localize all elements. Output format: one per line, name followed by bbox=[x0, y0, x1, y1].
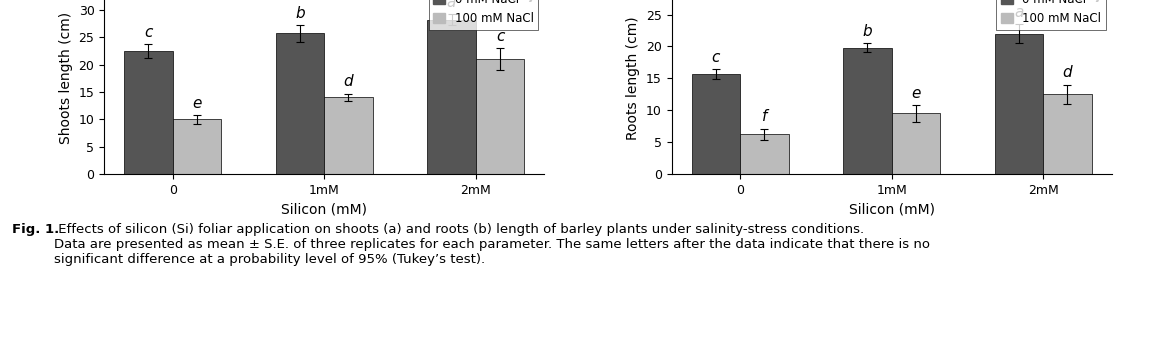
Text: f: f bbox=[762, 110, 767, 125]
Bar bbox=[427, 20, 476, 174]
Bar bbox=[324, 97, 373, 174]
Bar bbox=[740, 134, 789, 174]
Bar bbox=[1043, 94, 1092, 174]
Text: Fig. 1.: Fig. 1. bbox=[12, 223, 59, 236]
Bar bbox=[995, 34, 1043, 174]
Y-axis label: Roots length (cm): Roots length (cm) bbox=[626, 16, 640, 140]
Bar bbox=[691, 74, 740, 174]
Bar bbox=[843, 48, 892, 174]
Text: (a): (a) bbox=[510, 0, 535, 5]
Bar bbox=[173, 119, 221, 174]
Legend: 0 mM NaCl, 100 mM NaCl: 0 mM NaCl, 100 mM NaCl bbox=[996, 0, 1106, 30]
Text: d: d bbox=[344, 74, 353, 89]
X-axis label: Silicon (mM): Silicon (mM) bbox=[849, 202, 935, 216]
Text: a: a bbox=[1014, 5, 1024, 20]
Text: c: c bbox=[496, 29, 504, 44]
Text: (b): (b) bbox=[1076, 0, 1102, 5]
Bar bbox=[276, 33, 324, 174]
Bar bbox=[892, 113, 940, 174]
Text: b: b bbox=[295, 6, 305, 21]
Bar bbox=[476, 59, 525, 174]
Y-axis label: Shoots length (cm): Shoots length (cm) bbox=[59, 12, 73, 144]
Legend: 0 mM NaCl, 100 mM NaCl: 0 mM NaCl, 100 mM NaCl bbox=[428, 0, 538, 30]
Text: Effects of silicon (Si) foliar application on shoots (a) and roots (b) length of: Effects of silicon (Si) foliar applicati… bbox=[54, 223, 930, 266]
Text: a: a bbox=[447, 0, 456, 10]
Text: b: b bbox=[863, 24, 872, 39]
Text: e: e bbox=[911, 86, 921, 101]
Text: c: c bbox=[712, 49, 720, 64]
Text: d: d bbox=[1063, 65, 1072, 80]
Text: e: e bbox=[192, 96, 201, 111]
X-axis label: Silicon (mM): Silicon (mM) bbox=[281, 202, 367, 216]
Bar bbox=[124, 51, 173, 174]
Text: c: c bbox=[145, 25, 153, 40]
